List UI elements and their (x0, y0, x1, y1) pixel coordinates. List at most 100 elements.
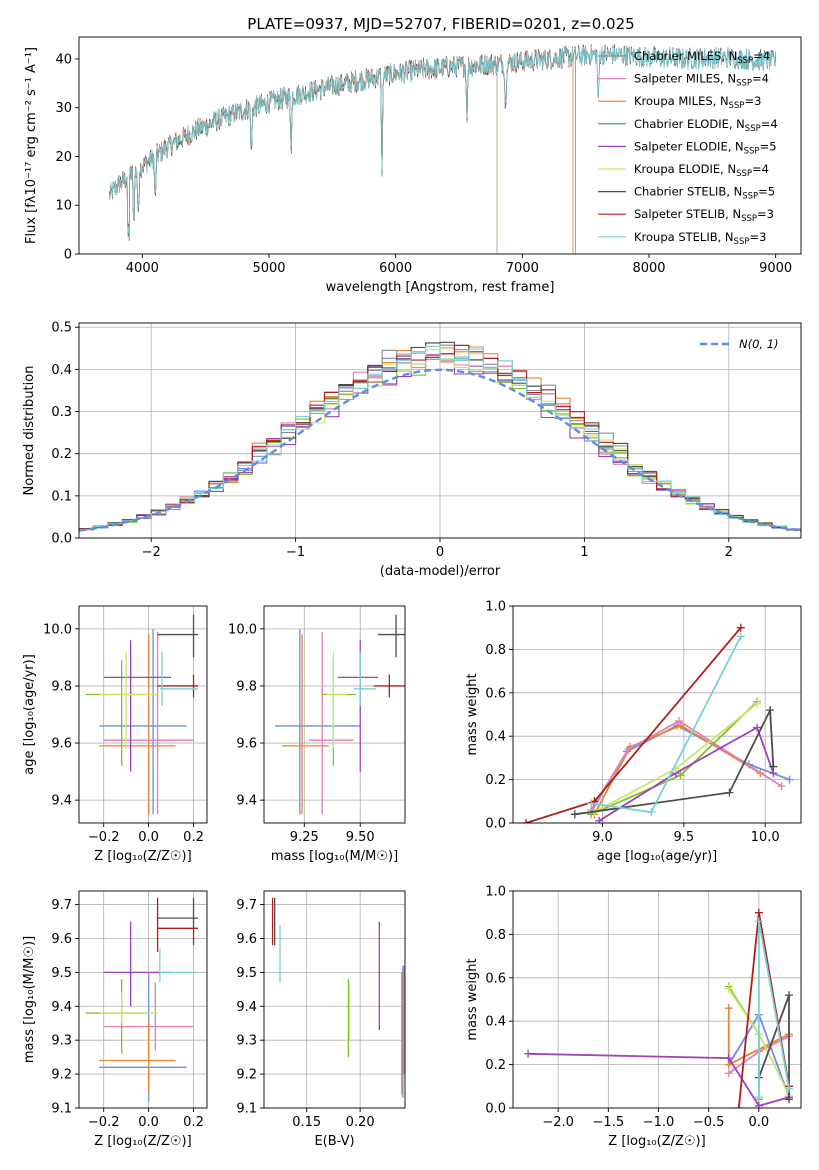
y-axis-label: age [log₁₀(age/yr)] (22, 654, 37, 775)
y-tick-label: 0.4 (485, 1015, 506, 1030)
y-tick-label: 9.1 (236, 1102, 257, 1117)
normal-curve (78, 368, 802, 532)
weight-lines (522, 623, 794, 823)
y-tick-label: 9.8 (51, 679, 72, 694)
mass_weight_vs_age-panel: 9.0 9.5 10.0 0.0 0.2 0.4 0.6 0.8 1.0 age [log₁₀(a… (465, 600, 802, 864)
y-axis-label: mass weight (465, 673, 480, 755)
y-tick-label: 0.0 (485, 817, 506, 832)
y-tick-label: 10.0 (228, 622, 257, 637)
x-tick-label: 9000 (759, 261, 792, 276)
x-axis-label: E(B-V) (314, 1134, 354, 1149)
weight-marker (647, 808, 656, 817)
y-tick-label: 9.3 (236, 1034, 257, 1049)
weight-marker (784, 991, 793, 1000)
y-tick-label: 0.5 (51, 321, 72, 336)
y-axis-label: mass weight (465, 958, 480, 1040)
y-tick-label: 0.6 (485, 971, 506, 986)
y-tick-label: 9.8 (236, 679, 257, 694)
y-tick-label: 0.2 (485, 1058, 506, 1073)
weight-marker (524, 1049, 533, 1058)
y-tick-label: 9.4 (51, 1000, 72, 1015)
weight-line (525, 627, 742, 823)
x-tick-label: 0.0 (749, 1115, 770, 1130)
x-tick-label: −0.2 (88, 1115, 120, 1130)
x-axis-label: mass [log₁₀(M/M☉)] (271, 849, 398, 864)
error-bars (85, 614, 199, 815)
mass_weight_vs_Z-panel: −2.0 −1.5 −1.0 −0.5 0.0 0.0 0.2 0.4 0.6 0.8 1.0 Z [… (465, 885, 802, 1149)
x-tick-label: 10.0 (751, 830, 780, 845)
weight-marker (753, 699, 762, 708)
x-axis-label: (data-model)/error (380, 564, 501, 579)
y-tick-label: 9.4 (51, 794, 72, 809)
y-axis-label: mass [log₁₀(M/M☉)] (22, 936, 37, 1063)
x-tick-label: 0.15 (292, 1115, 321, 1130)
x-tick-label: 4000 (126, 261, 159, 276)
model-spectrum-line (109, 45, 576, 254)
error-bars (271, 897, 405, 1098)
y-tick-label: 0.0 (485, 1102, 506, 1117)
y-tick-label: 9.5 (236, 966, 257, 981)
legend-label: Chabrier ELODIE, NSSP=4 (634, 117, 778, 134)
axes-frame (78, 605, 208, 824)
weight-marker (676, 771, 685, 780)
weight-line (590, 719, 782, 811)
weight-marker (784, 1095, 793, 1104)
weight-marker (522, 819, 531, 823)
weight-marker (674, 717, 683, 726)
y-axis-label: Flux [fλ10⁻¹⁷ erg cm⁻² s⁻¹ A⁻¹] (24, 47, 39, 244)
weight-marker (766, 706, 775, 715)
x-tick-label: 5000 (252, 261, 285, 276)
legend-label: Kroupa MILES, NSSP=3 (634, 94, 761, 111)
y-tick-label: 9.4 (236, 794, 257, 809)
y-tick-label: 0.1 (51, 489, 72, 504)
weight-marker (570, 810, 579, 819)
y-tick-label: 40 (55, 52, 72, 67)
y-axis-label: Normed distribution (22, 366, 37, 496)
y-tick-label: 9.6 (51, 932, 72, 947)
y-tick-label: 0.8 (485, 643, 506, 658)
legend-label: Salpeter ELODIE, NSSP=5 (634, 139, 777, 156)
weight-line (528, 1052, 790, 1107)
x-tick-label: 6000 (379, 261, 412, 276)
weight-lines (524, 908, 793, 1108)
weight-marker (587, 799, 596, 808)
y-tick-label: 0.2 (51, 447, 72, 462)
weight-line (598, 726, 775, 822)
x-tick-label: 0.0 (138, 1115, 159, 1130)
x-tick-label: 9.25 (290, 830, 319, 845)
y-tick-label: 0 (64, 248, 72, 263)
weight-line (593, 702, 758, 813)
axes-frame (512, 890, 802, 1109)
x-axis-label: Z [log₁₀(Z/Z☉)] (94, 849, 191, 864)
y-tick-label: 9.2 (236, 1068, 257, 1083)
y-tick-label: 1.0 (485, 600, 506, 615)
x-tick-label: 8000 (632, 261, 665, 276)
y-tick-label: 10.0 (43, 622, 72, 637)
x-tick-label: 0 (436, 545, 444, 560)
x-tick-label: −0.2 (88, 830, 120, 845)
weight-marker (753, 723, 762, 732)
x-tick-label: 0.0 (138, 830, 159, 845)
y-tick-label: 0.8 (485, 928, 506, 943)
y-tick-label: 0.0 (51, 532, 72, 547)
y-tick-label: 0.2 (485, 773, 506, 788)
x-tick-label: −2 (142, 545, 161, 560)
y-tick-label: 0.4 (51, 363, 72, 378)
weight-marker (754, 1093, 763, 1102)
axes-frame (78, 36, 802, 255)
panels: Chabrier MILES, NSSP=4 Salpeter MILES, NS… (22, 36, 802, 1149)
y-tick-label: 1.0 (485, 885, 506, 900)
y-tick-label: 9.3 (51, 1034, 72, 1049)
x-axis-label: Z [log₁₀(Z/Z☉)] (94, 1134, 191, 1149)
y-tick-label: 9.6 (236, 737, 257, 752)
axes-frame (512, 605, 802, 824)
weight-marker (624, 745, 633, 754)
residuals-panel: N(0, 1) −2 −1 0 1 2 0.0 0.1 0.2 0.3 0.4 0.5 (data-mo… (22, 321, 802, 579)
y-tick-label: 9.7 (51, 898, 72, 913)
legend-label: Chabrier MILES, NSSP=4 (634, 49, 770, 66)
weight-marker (724, 1069, 733, 1078)
y-tick-label: 9.6 (236, 932, 257, 947)
mass_vs_EBV-panel: 0.15 0.20 9.1 9.2 9.3 9.4 9.5 9.6 9.7 E(B-V) (236, 890, 406, 1149)
legend-label: Chabrier STELIB, NSSP=5 (634, 185, 775, 202)
